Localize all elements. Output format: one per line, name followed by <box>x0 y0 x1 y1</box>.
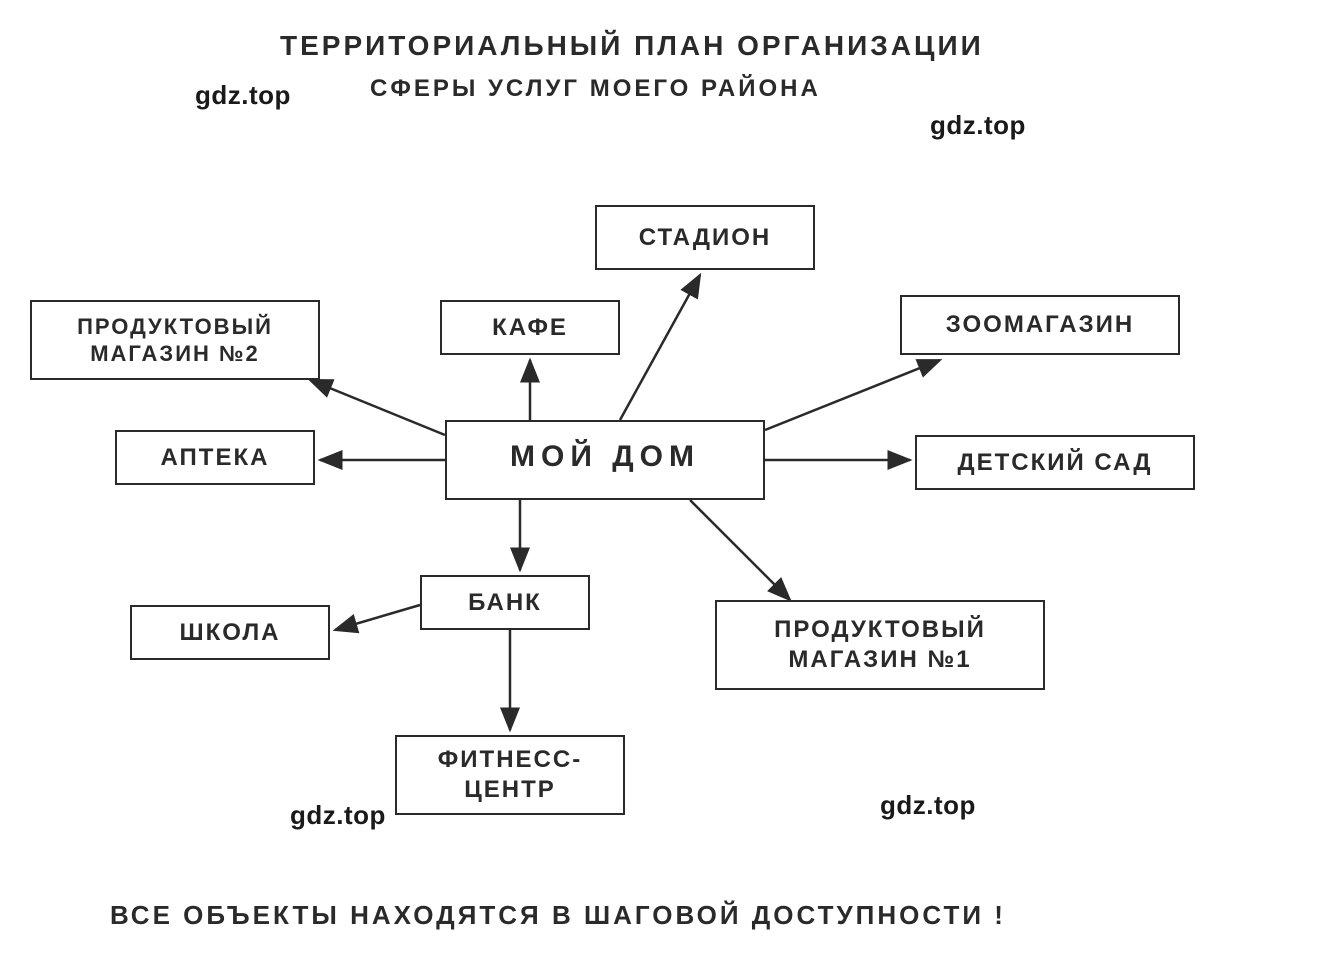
node-kindergar: ДЕТСКИЙ САД <box>915 435 1195 490</box>
title-line-2: СФЕРЫ УСЛУГ МОЕГО РАЙОНА <box>370 75 821 103</box>
center-node-home: МОЙ ДОМ <box>445 420 765 500</box>
node-school: ШКОЛА <box>130 605 330 660</box>
watermark-3: gdz.top <box>290 800 386 831</box>
watermark-1: gdz.top <box>930 110 1026 141</box>
node-cafe: КАФЕ <box>440 300 620 355</box>
node-grocery2: ПРОДУКТОВЫЙ МАГАЗИН №2 <box>30 300 320 380</box>
edge-7 <box>310 380 445 435</box>
watermark-0: gdz.top <box>195 80 291 111</box>
node-bank: БАНК <box>420 575 590 630</box>
node-stadium: СТАДИОН <box>595 205 815 270</box>
footer-text: ВСЕ ОБЪЕКТЫ НАХОДЯТСЯ В ШАГОВОЙ ДОСТУПНО… <box>110 900 1006 931</box>
edge-8 <box>335 605 420 630</box>
edge-1 <box>620 275 700 420</box>
node-pharmacy: АПТЕКА <box>115 430 315 485</box>
center-node-label: МОЙ ДОМ <box>510 440 700 473</box>
node-grocery1: ПРОДУКТОВЫЙ МАГАЗИН №1 <box>715 600 1045 690</box>
watermark-4: gdz.top <box>880 790 976 821</box>
title-line-1: ТЕРРИТОРИАЛЬНЫЙ ПЛАН ОРГАНИЗАЦИИ <box>280 30 984 62</box>
edge-4 <box>690 500 790 600</box>
node-fitness: ФИТНЕСС- ЦЕНТР <box>395 735 625 815</box>
node-zoo: ЗООМАГАЗИН <box>900 295 1180 355</box>
edge-2 <box>765 360 940 430</box>
